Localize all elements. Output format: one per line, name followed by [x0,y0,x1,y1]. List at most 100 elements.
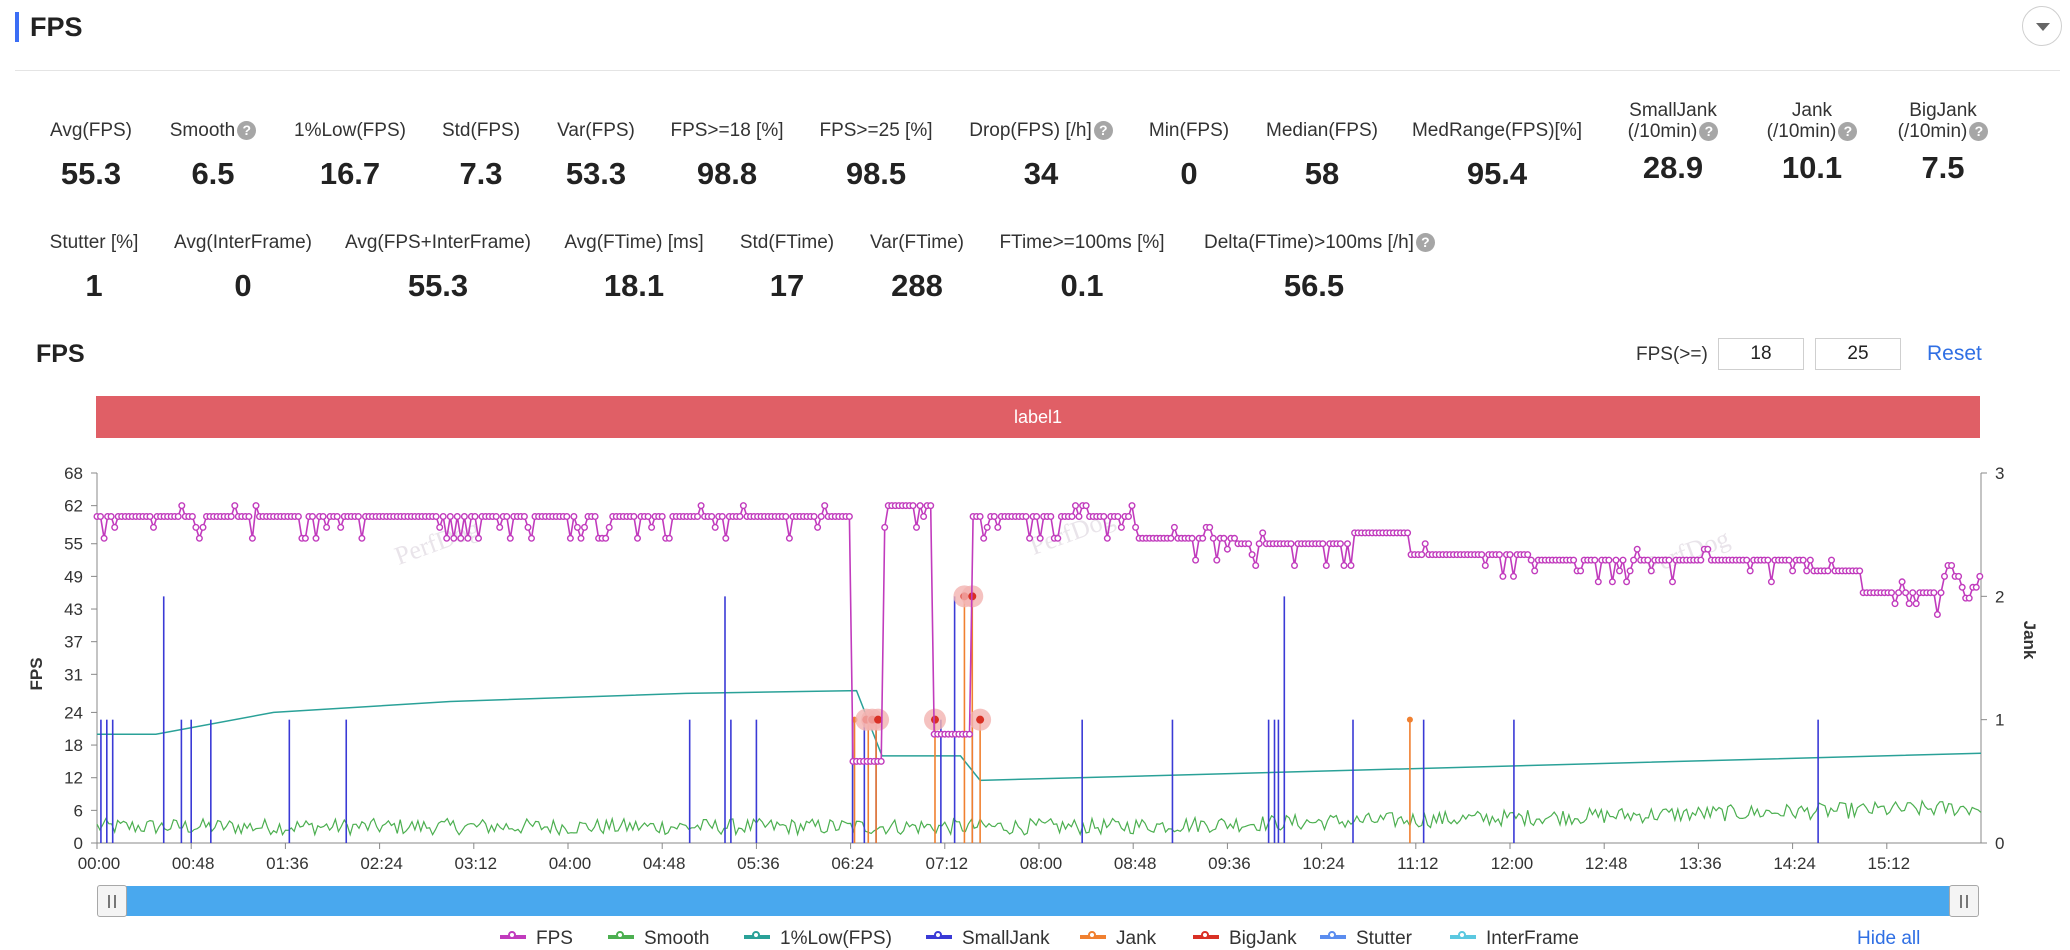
metric-value: 16.7 [319,156,381,191]
chevron-down-icon [2036,23,2050,31]
big-jank-point [976,715,985,724]
fps-point [520,513,528,521]
x-tick-label: 05:36 [737,854,780,873]
metric-value: 18.1 [603,268,665,303]
legend-item-jank[interactable]: Jank [1080,928,1156,950]
legend-item-stutter[interactable]: Stutter [1320,928,1412,950]
metric-label-text: Avg(FTime) [ms] [564,232,704,253]
help-icon[interactable]: ? [1415,233,1435,253]
metric-label-unit: (/10min) [1897,121,1968,142]
metric-value: 55.3 [60,156,122,191]
fps-point [1937,589,1945,597]
fps-point [1075,513,1083,521]
hide-all-link[interactable]: Hide all [1857,928,1921,949]
metric-value: 6.5 [191,156,235,191]
jank-point [1406,716,1413,723]
help-icon[interactable]: ? [1838,122,1858,142]
fps-point [319,513,327,521]
fps-point [1340,561,1348,569]
metric-label-text: FPS>=25 [%] [819,120,933,141]
fps-point [1209,534,1217,542]
legend-label: Smooth [644,928,710,949]
fps-point [1199,534,1207,542]
fps-point [644,513,652,521]
metric-label-text: MedRange(FPS)[%] [1411,120,1582,141]
legend-item-bigjank[interactable]: BigJank [1193,928,1297,950]
y-tick-label: 31 [64,665,83,684]
x-tick-label: 11:12 [1397,854,1438,873]
fps-point [1167,534,1175,542]
x-tick-label: 08:48 [1114,854,1157,873]
fps-point [920,513,928,521]
metric-label-text: Smooth [169,120,236,141]
metric-value: 288 [891,268,943,303]
metric-smalljank: SmallJank (/10min)? 28.9 [1563,100,1783,186]
legend-swatch-icon [608,930,634,939]
x-tick-label: 14:24 [1773,854,1816,873]
legend-item-fps[interactable]: FPS [500,928,573,950]
y2-tick-label: 1 [1995,711,2004,730]
fps-point [1036,534,1044,542]
label-band[interactable]: label1 [96,396,1980,438]
fps-point [146,513,154,521]
fps-point [1071,502,1079,510]
fps-point [1909,589,1917,597]
help-icon[interactable]: ? [237,121,257,141]
legend-item-1-low-fps[interactable]: 1%Low(FPS) [744,928,892,950]
fps-point [1806,556,1814,564]
fps-point [1887,589,1895,597]
metric-value: 17 [769,268,805,303]
fps-point [994,523,1002,531]
fps-point [648,523,656,531]
metric-var-fps: Var(FPS) 53.3 [486,120,706,192]
low1-fps-line [97,689,1982,782]
fps-point [248,534,256,542]
fps-point [1421,540,1429,548]
x-tick-label: 12:00 [1491,854,1534,873]
range-slider-handle-left[interactable] [97,885,127,917]
y-tick-label: 43 [64,600,83,619]
metric-value: 98.5 [845,156,907,191]
fps-point [432,513,440,521]
fps-point [1955,572,1963,580]
fps-point [96,513,104,521]
fps-point [990,513,998,521]
help-icon[interactable]: ? [1699,122,1719,142]
fps-threshold-input-1[interactable] [1718,338,1804,370]
fps-point [1524,551,1532,559]
fps-point [312,534,320,542]
fps-chart[interactable]: PerfDog PerfDog PerfDog0612182431374349556… [0,450,2070,880]
fps-point [581,523,589,531]
smooth-line [96,799,1982,837]
fps-point [697,502,705,510]
y-tick-label: 18 [64,736,83,755]
fps-point [1100,513,1108,521]
fps-point [1895,589,1903,597]
x-tick-label: 00:00 [78,854,121,873]
legend-item-smooth[interactable]: Smooth [608,928,709,950]
fps-threshold-input-2[interactable] [1815,338,1901,370]
fps-point [460,513,468,521]
legend-item-smalljank[interactable]: SmallJank [926,928,1050,950]
metric-label: FPS>=18 [%] [617,120,837,141]
help-icon[interactable]: ? [1969,122,1989,142]
legend-item-interframe[interactable]: InterFrame [1450,928,1579,950]
legend-label: SmallJank [962,928,1050,949]
collapse-button[interactable] [2022,6,2062,46]
fps-point [1252,561,1260,569]
x-tick-label: 06:24 [831,854,874,873]
fps-point [471,513,479,521]
fps-point [1647,567,1655,575]
x-tick-label: 08:00 [1020,854,1063,873]
metric-label: Jank (/10min)? [1702,100,1922,142]
reset-link[interactable]: Reset [1927,342,1982,365]
fps-point [573,523,581,531]
fps-point [570,513,578,521]
help-icon[interactable]: ? [1093,121,1113,141]
range-slider-handle-right[interactable] [1949,885,1979,917]
range-slider-track[interactable] [97,886,1979,916]
fps-point [1290,561,1298,569]
fps-point [1612,556,1620,564]
metric-value: 0 [1180,156,1198,191]
fps-point [1082,502,1090,510]
